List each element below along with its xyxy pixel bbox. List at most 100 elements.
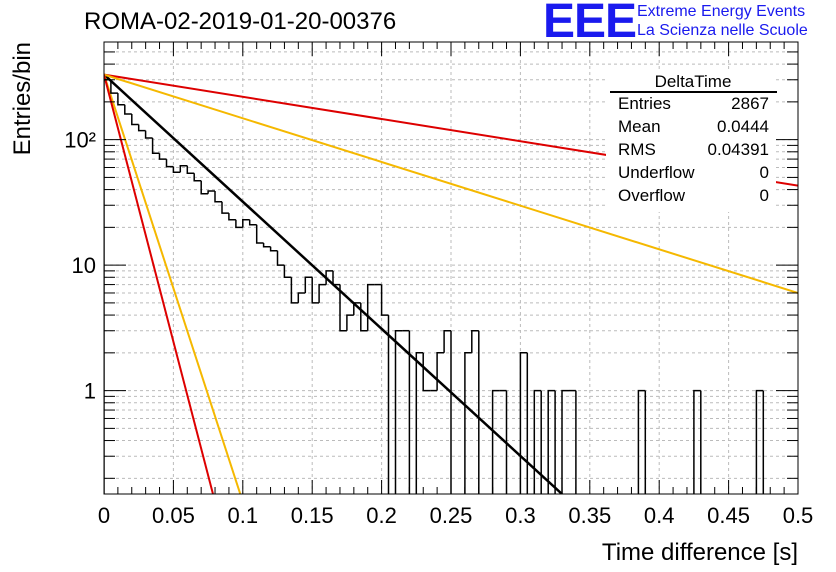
histogram-bin: [207, 190, 215, 194]
histogram-bin: [561, 389, 569, 494]
x-tick-label: 0: [98, 503, 110, 528]
histogram-bin: [755, 389, 764, 494]
histogram-bin: [248, 219, 257, 226]
y-tick-label: 10: [72, 253, 96, 278]
reference-line: [104, 74, 215, 494]
histogram-bin: [186, 165, 195, 174]
histogram-bin: [575, 390, 577, 494]
histogram-bin: [325, 270, 333, 285]
histogram-bin: [200, 180, 209, 195]
x-tick-label: 0.5: [783, 503, 814, 528]
histogram-bin: [332, 270, 340, 286]
x-tick-label: 0.25: [430, 503, 473, 528]
histogram-bin: [124, 104, 132, 115]
histogram-bin: [422, 352, 431, 392]
histogram-bin: [304, 276, 313, 293]
histogram-bin: [519, 352, 528, 494]
y-tick-label: 10²: [64, 128, 96, 153]
histogram-bin: [276, 250, 285, 266]
histogram-bin: [158, 153, 167, 160]
x-tick-label: 0.2: [366, 503, 397, 528]
x-tick-label: 0.4: [644, 503, 675, 528]
histogram-bin: [235, 219, 243, 229]
histogram-bin: [547, 389, 556, 494]
histogram-bin: [436, 352, 445, 391]
y-tick-label: 1: [84, 379, 96, 404]
histogram-bin: [533, 389, 542, 494]
histogram-bin: [353, 302, 361, 316]
histogram-bin: [144, 130, 153, 139]
histogram-bin: [221, 201, 229, 214]
histogram-bin: [387, 315, 390, 494]
eee-logo: EEE Extreme Energy Events La Scienza nel…: [543, 0, 836, 48]
histogram-bin: [269, 246, 278, 252]
histogram-bin: [151, 138, 160, 154]
histogram-bin: [540, 390, 542, 494]
histogram-bin: [637, 389, 646, 494]
histogram-bin: [110, 79, 118, 94]
x-axis-label: Time difference [s]: [602, 539, 798, 566]
stats-value: 0.0444: [717, 117, 769, 136]
histogram-bin: [242, 218, 250, 228]
histogram-bin: [137, 124, 146, 132]
stats-label: Overflow: [618, 186, 686, 205]
histogram-bin: [165, 159, 174, 168]
stats-value: 2867: [731, 94, 769, 113]
histogram-bin: [505, 390, 508, 494]
histogram-bin: [380, 284, 389, 316]
histogram-bin: [318, 283, 327, 303]
histogram-bin: [554, 390, 556, 494]
x-tick-label: 0.35: [568, 503, 611, 528]
x-tick-label: 0.15: [291, 503, 334, 528]
histogram-bin: [644, 390, 647, 494]
histogram-bin: [339, 284, 347, 332]
histogram-bin: [290, 277, 299, 304]
stats-title: DeltaTime: [655, 72, 732, 91]
histogram-bin: [526, 352, 529, 494]
histogram-bin: [311, 277, 320, 304]
histogram-bin: [179, 164, 188, 173]
y-axis-label: Entries/bin: [9, 42, 36, 155]
stats-value: 0.04391: [708, 140, 769, 159]
histogram-bin: [464, 352, 472, 494]
histogram-bin: [214, 191, 222, 203]
x-tick-label: 0.3: [505, 503, 536, 528]
histogram-bin: [366, 283, 375, 331]
histogram-bin: [297, 292, 306, 303]
reference-line: [104, 73, 798, 294]
histogram-bin: [262, 243, 271, 248]
histogram-bin: [408, 330, 411, 494]
histogram-bin: [172, 166, 181, 173]
histogram-bin: [394, 329, 403, 494]
reference-line: [104, 74, 242, 494]
logo-mark: EEE: [543, 0, 637, 48]
stats-value: 0: [760, 186, 769, 205]
stats-label: Underflow: [618, 163, 695, 182]
histogram-bin: [762, 390, 765, 494]
histogram-bin: [131, 114, 139, 126]
logo-line-1: Extreme Energy Events: [637, 3, 806, 20]
histogram-bin: [491, 389, 500, 494]
histogram-bin: [283, 265, 292, 279]
histogram-bin: [228, 213, 236, 221]
x-tick-label: 0.45: [707, 503, 750, 528]
histogram-bin: [693, 389, 701, 494]
logo-line-2: La Scienza nelle Scuole: [637, 22, 808, 39]
stats-label: RMS: [618, 140, 656, 159]
page-title: ROMA-02-2019-01-20-00376: [84, 8, 397, 35]
x-tick-label: 0.05: [152, 503, 195, 528]
histogram-bin: [471, 329, 479, 353]
histogram-bin: [700, 390, 702, 494]
axes: 0 0.05 0.1 0.15 0.2 0.25 0.3 0.35 0.4 0.45 0.5 1 10 1…: [64, 41, 814, 528]
stats-label: Entries: [618, 94, 671, 113]
histogram-bin: [478, 330, 480, 494]
histogram-bin: [450, 330, 452, 494]
histogram-bars: [104, 79, 765, 494]
stats-label: Mean: [618, 117, 661, 136]
histogram-bin: [415, 352, 424, 494]
stats-value: 0: [760, 163, 769, 182]
x-tick-label: 0.1: [228, 503, 259, 528]
histogram-bin: [360, 302, 368, 332]
stats-box: DeltaTime Entries 2867 Mean 0.0444 RMS 0.0439…: [606, 72, 777, 212]
